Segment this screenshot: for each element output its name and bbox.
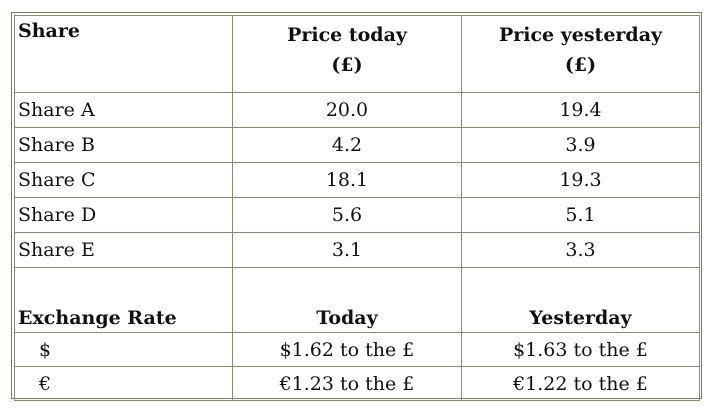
header-price-yesterday-label: Price yesterday [498, 24, 663, 46]
price-today: 20.0 [232, 92, 462, 128]
header-price-yesterday: Price yesterday (£) [461, 15, 700, 93]
spacer-cell [232, 267, 462, 296]
price-today: 3.1 [232, 232, 462, 268]
share-name: Share D [14, 197, 233, 233]
price-yesterday: 3.9 [461, 127, 700, 163]
share-name: Share A [14, 92, 233, 128]
table-spacer-row [14, 267, 700, 296]
rate-yesterday: €1.22 to the £ [461, 366, 700, 401]
share-name: Share C [14, 162, 233, 198]
header-price-today-label: Price today [287, 24, 407, 46]
table-row: Share E 3.1 3.3 [14, 232, 700, 268]
exchange-header-row: Exchange Rate Today Yesterday [14, 296, 700, 333]
shares-exchange-table: Share Price today (£) Price yesterday (£… [14, 15, 700, 401]
header-price-today-unit: (£) [331, 54, 363, 76]
header-yesterday: Yesterday [461, 296, 700, 333]
currency-symbol: € [14, 366, 233, 401]
table-row: $ $1.62 to the £ $1.63 to the £ [14, 332, 700, 367]
header-share: Share [14, 15, 233, 93]
spacer-cell [14, 267, 233, 296]
rate-today: €1.23 to the £ [232, 366, 462, 401]
share-name: Share E [14, 232, 233, 268]
rate-today: $1.62 to the £ [232, 332, 462, 367]
header-price-today: Price today (£) [232, 15, 462, 93]
price-yesterday: 19.3 [461, 162, 700, 198]
shares-header-row: Share Price today (£) Price yesterday (£… [14, 15, 700, 93]
table-row: Share D 5.6 5.1 [14, 197, 700, 233]
header-price-yesterday-unit: (£) [564, 54, 597, 76]
currency-symbol: $ [14, 332, 233, 367]
header-exchange-rate: Exchange Rate [14, 296, 233, 333]
share-name: Share B [14, 127, 233, 163]
price-today: 5.6 [232, 197, 462, 233]
price-today: 18.1 [232, 162, 462, 198]
table-row: Share C 18.1 19.3 [14, 162, 700, 198]
spacer-cell [461, 267, 700, 296]
price-today: 4.2 [232, 127, 462, 163]
table-row: € €1.23 to the £ €1.22 to the £ [14, 366, 700, 401]
header-today: Today [232, 296, 462, 333]
rate-yesterday: $1.63 to the £ [461, 332, 700, 367]
price-yesterday: 3.3 [461, 232, 700, 268]
table-row: Share A 20.0 19.4 [14, 92, 700, 128]
price-yesterday: 5.1 [461, 197, 700, 233]
table-row: Share B 4.2 3.9 [14, 127, 700, 163]
price-yesterday: 19.4 [461, 92, 700, 128]
